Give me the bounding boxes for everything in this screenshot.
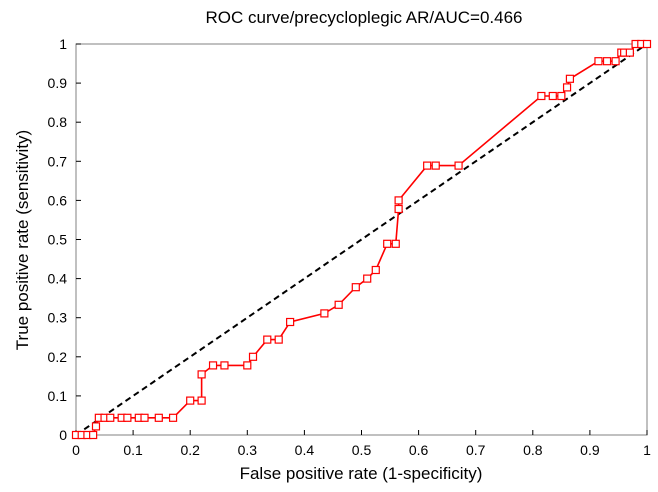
y-axis-label: True positive rate (sensitivity) — [13, 130, 32, 350]
x-tick-label: 0.6 — [409, 442, 429, 458]
roc-point — [140, 413, 149, 422]
roc-point — [565, 74, 575, 83]
chart-title: ROC curve/precycloplegic AR/AUC=0.466 — [206, 8, 523, 27]
roc-point — [243, 361, 252, 370]
x-tick-label: 0.3 — [238, 442, 258, 458]
roc-point — [248, 352, 258, 361]
roc-point — [220, 361, 229, 370]
roc-point — [263, 335, 272, 344]
x-tick-label: 0.4 — [295, 442, 315, 458]
roc-point — [320, 309, 329, 318]
roc-point — [197, 370, 206, 379]
roc-point — [334, 300, 343, 309]
roc-point — [602, 57, 612, 66]
roc-point — [625, 48, 634, 57]
roc-point — [642, 39, 652, 49]
roc-point — [394, 204, 403, 214]
roc-point — [123, 413, 132, 422]
roc-point — [611, 57, 620, 66]
y-axis-ticks — [76, 43, 81, 436]
roc-point — [548, 91, 557, 101]
y-tick-label: 1 — [59, 36, 67, 52]
roc-point — [91, 422, 101, 431]
x-tick-label: 0.9 — [580, 442, 600, 458]
roc-point — [106, 413, 115, 422]
roc-point — [286, 317, 295, 327]
y-tick-label: 0.6 — [48, 192, 68, 208]
x-tick-label: 1 — [643, 442, 651, 458]
x-axis-ticks — [75, 430, 648, 435]
y-tick-label: 0.7 — [48, 153, 68, 169]
roc-point — [391, 239, 400, 248]
roc-point — [154, 413, 163, 422]
roc-point — [274, 335, 283, 344]
roc-point — [168, 413, 178, 422]
x-tick-label: 0.5 — [352, 442, 372, 458]
y-tick-label: 0.4 — [48, 271, 68, 287]
roc-point — [208, 361, 218, 370]
roc-point — [394, 196, 403, 205]
x-axis-label: False positive rate (1-specificity) — [240, 464, 483, 483]
roc-point — [186, 396, 195, 405]
y-tick-label: 0.8 — [48, 114, 68, 130]
x-tick-label: 0.8 — [523, 442, 543, 458]
roc-point — [371, 265, 380, 275]
roc-point — [423, 161, 432, 170]
roc-point — [562, 83, 572, 92]
roc-point — [89, 430, 98, 440]
roc-point — [557, 91, 566, 101]
roc-point — [363, 274, 372, 283]
y-tick-label: 0.2 — [48, 349, 68, 365]
roc-point — [594, 57, 603, 66]
x-tick-label: 0.7 — [466, 442, 486, 458]
roc-point — [351, 283, 360, 292]
roc-series — [71, 39, 652, 440]
y-axis-tick-labels: 0 0.1 0.2 0.3 0.4 0.5 0.6 0.7 0.8 0.9 1 — [48, 36, 68, 443]
roc-point — [537, 91, 546, 101]
x-tick-label: 0.1 — [123, 442, 143, 458]
diagonal-line — [75, 43, 648, 436]
roc-point — [454, 161, 463, 170]
roc-point — [431, 161, 440, 170]
roc-point — [197, 396, 206, 405]
y-tick-label: 0.5 — [48, 232, 68, 248]
roc-point — [383, 239, 392, 248]
y-tick-label: 0.1 — [48, 388, 68, 404]
y-tick-label: 0 — [59, 427, 67, 443]
x-tick-label: 0 — [72, 442, 80, 458]
y-tick-label: 0.9 — [48, 75, 68, 91]
reference-diagonal — [75, 43, 648, 436]
x-tick-label: 0.2 — [180, 442, 200, 458]
y-tick-label: 0.3 — [48, 310, 68, 326]
x-axis-tick-labels: 0 0.1 0.2 0.3 0.4 0.5 0.6 0.7 0.8 0.9 1 — [72, 442, 651, 458]
